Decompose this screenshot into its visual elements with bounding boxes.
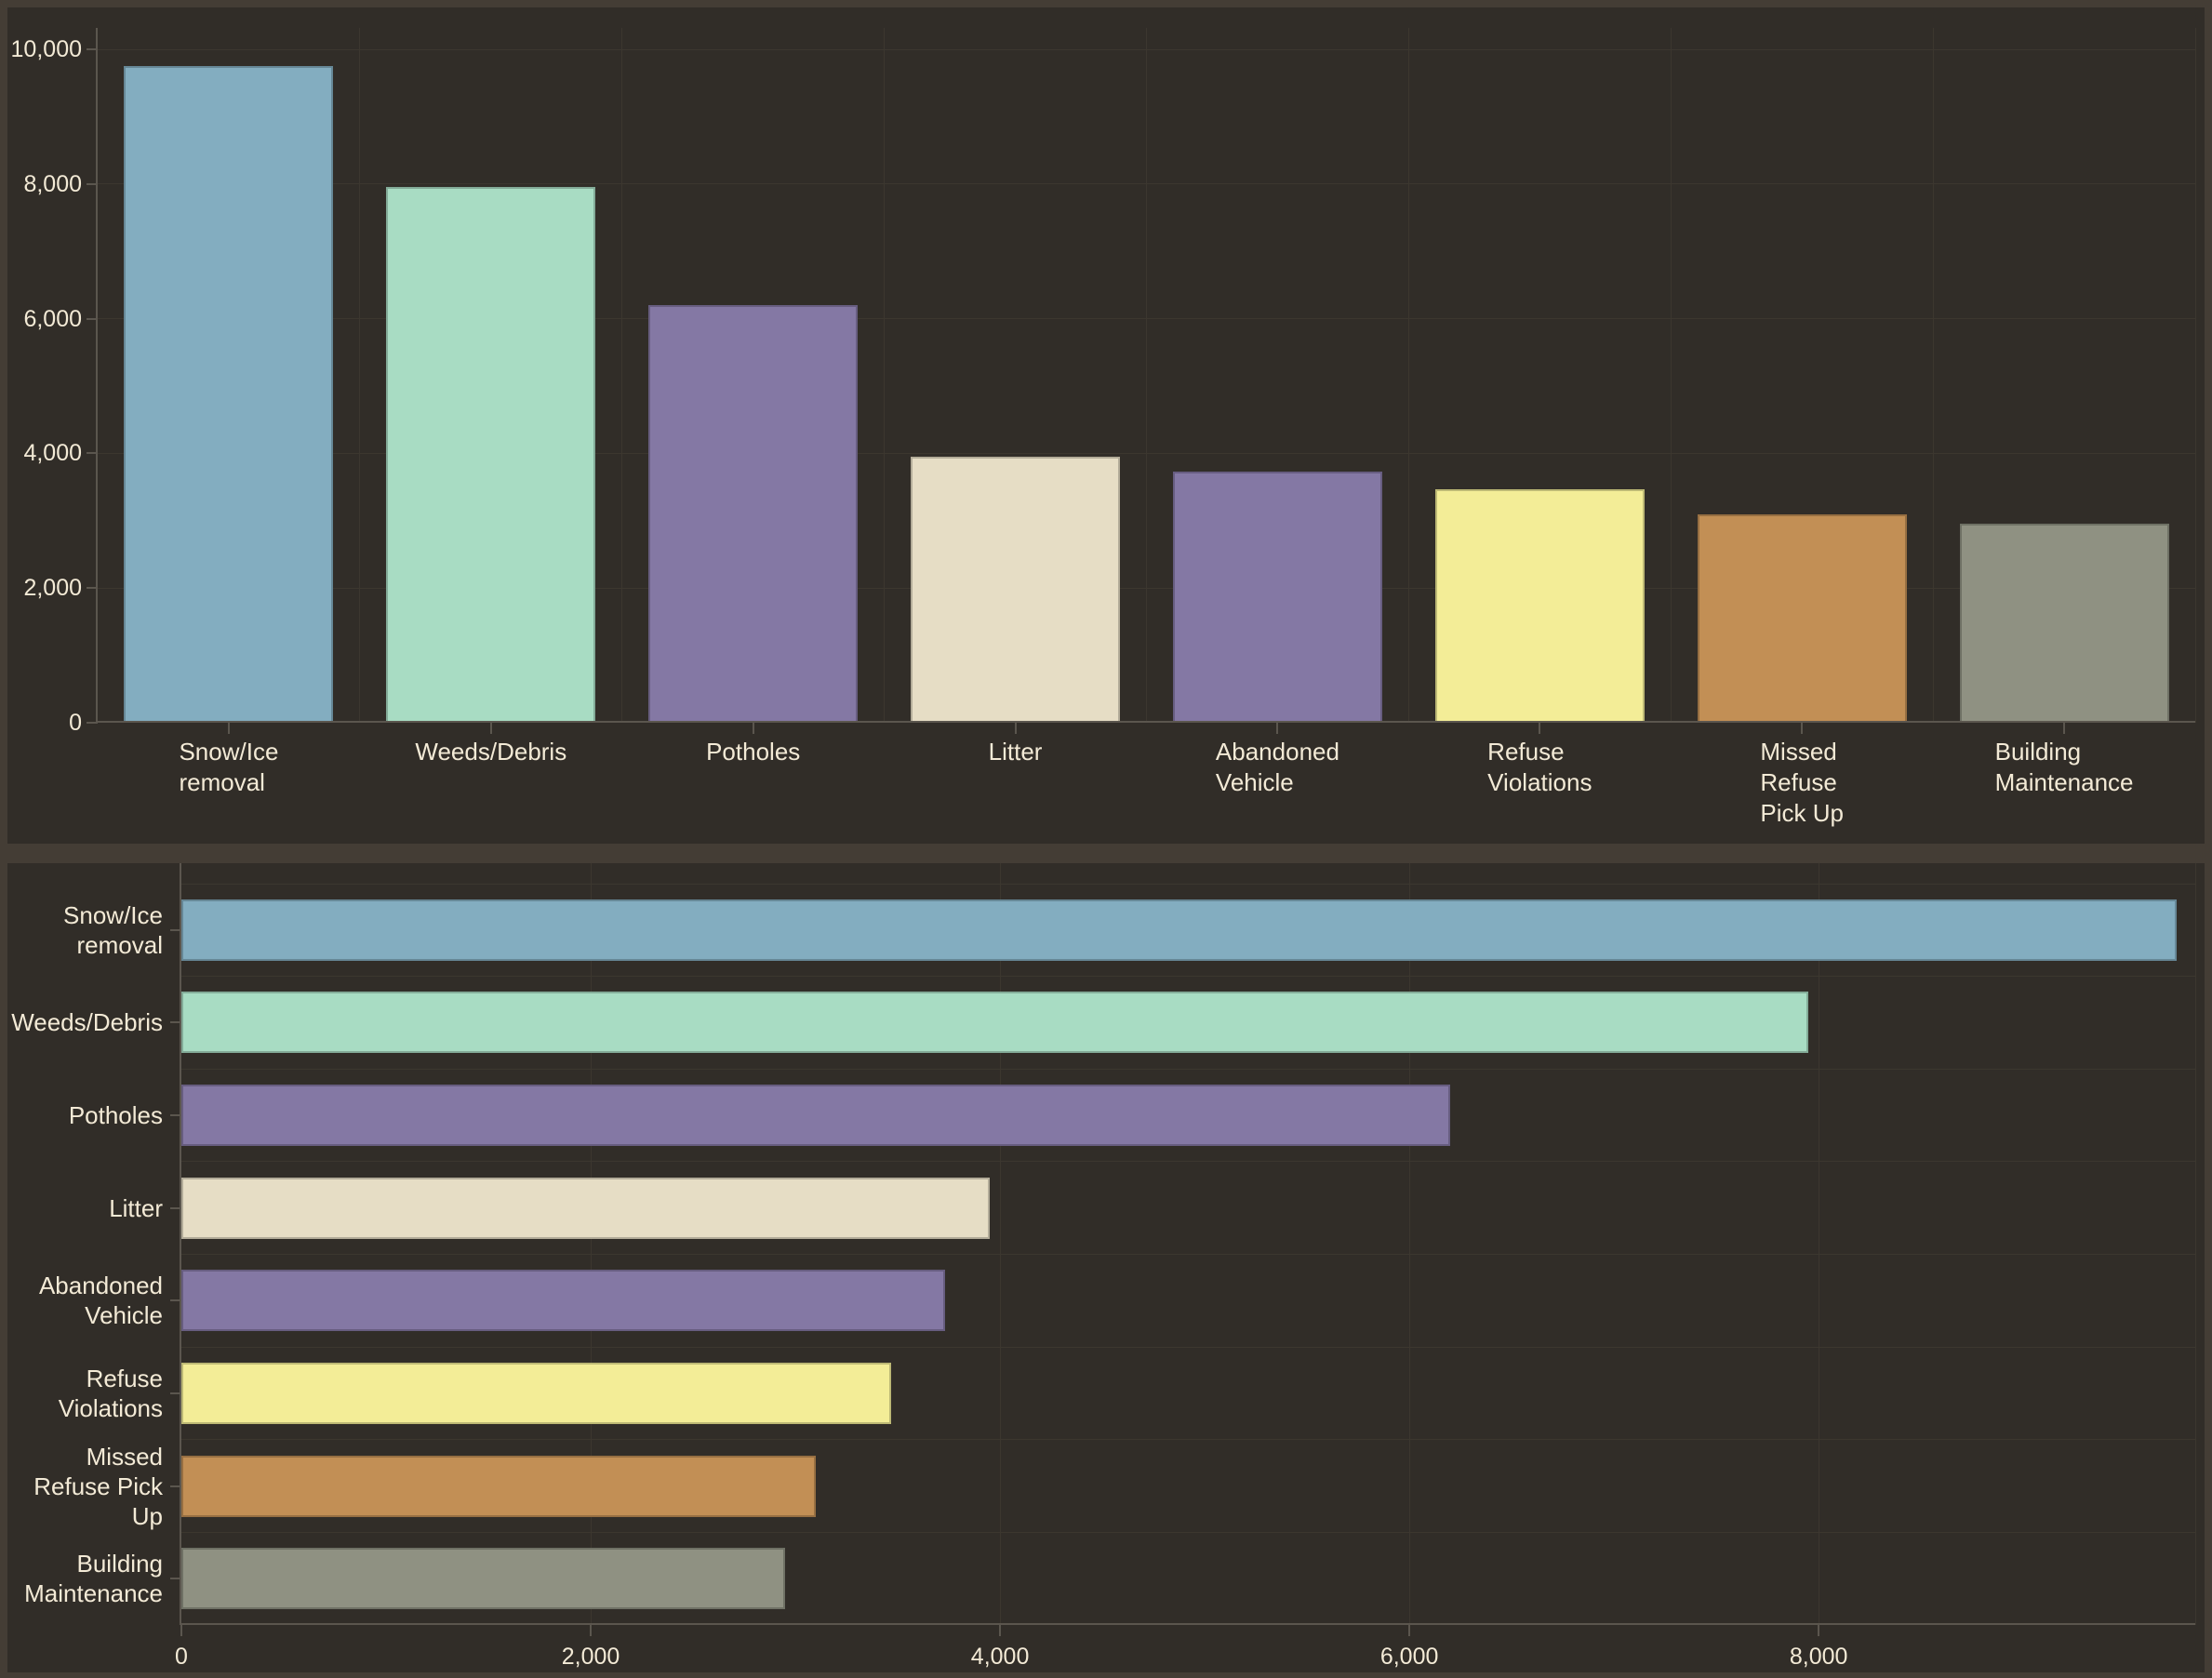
y-axis-line [96, 28, 98, 723]
gridline-vertical [999, 863, 1001, 1625]
bar-chart-plot-area: 0 2,000 4,000 6,000 8,000 [170, 863, 2196, 1670]
x-axis-tick-label: 4,000 [970, 1644, 1030, 1670]
category-label-snow-ice-removal: Snow/Ice removal [179, 738, 279, 796]
category-label-snow-ice-removal: Snow/Ice removal [63, 900, 163, 959]
category-label-litter: Litter [109, 1193, 163, 1222]
category-label-refuse-violations: Refuse Violations [1487, 738, 1592, 796]
category-label-abandoned-vehicle: Abandoned Vehicle [38, 1272, 163, 1330]
bar-snow-ice-removal[interactable] [124, 66, 334, 723]
bar-refuse-violations[interactable] [181, 1362, 892, 1424]
x-axis-tick [1539, 723, 1541, 734]
x-axis-tick [1276, 723, 1279, 734]
bar-weeds-debris[interactable] [386, 187, 596, 723]
x-axis-tick [752, 723, 754, 734]
gridline-vertical [1146, 28, 1147, 723]
y-axis-tick [170, 1485, 181, 1487]
y-axis-line [180, 863, 181, 1625]
category-label-weeds-debris: Weeds/Debris [415, 738, 567, 766]
bar-missed-refuse-pick-up[interactable] [181, 1455, 817, 1517]
category-label-litter: Litter [988, 738, 1043, 766]
bar-building-maintenance[interactable] [1959, 524, 2169, 723]
gridline-horizontal [181, 1439, 2195, 1441]
y-axis-tick [170, 1021, 181, 1024]
gridline-vertical [359, 28, 361, 723]
x-axis-tick-label: 2,000 [561, 1644, 620, 1670]
y-axis-tick [170, 1392, 181, 1394]
category-label-building-maintenance: Building Maintenance [1994, 738, 2134, 796]
bar-litter[interactable] [911, 457, 1121, 723]
bar-litter[interactable] [181, 1177, 991, 1239]
y-axis-tick [87, 48, 98, 50]
gridline-horizontal [181, 1068, 2195, 1070]
x-axis-tick [180, 1625, 182, 1636]
x-axis-tick [1014, 723, 1017, 734]
gridline-vertical [2194, 28, 2196, 723]
gridline-vertical [1932, 28, 1934, 723]
gridline-horizontal [181, 1254, 2195, 1255]
category-label-refuse-violations: Refuse Violations [58, 1364, 163, 1422]
bar-snow-ice-removal[interactable] [181, 899, 2178, 961]
x-axis-tick-label: 0 [175, 1644, 188, 1670]
y-axis-tick [170, 1299, 181, 1302]
y-axis-tick-label: 8,000 [23, 170, 82, 197]
category-label-missed-refuse-pick-up: Missed Refuse Pick Up [33, 1442, 163, 1530]
y-axis-tick-label: 10,000 [10, 36, 82, 62]
bar-abandoned-vehicle[interactable] [181, 1270, 945, 1332]
x-axis-tick [1818, 1625, 1820, 1636]
category-label-potholes: Potholes [68, 1101, 163, 1130]
gridline-horizontal [181, 1346, 2195, 1348]
x-axis-line [180, 1623, 2195, 1625]
gridline-vertical [590, 863, 592, 1625]
column-chart-plot-area: 0 2,000 4,000 6,000 8,000 10,000 Snow/Ice remo… [11, 28, 2196, 827]
x-axis-line [96, 721, 2195, 723]
y-axis-tick [87, 452, 98, 455]
y-axis-tick [87, 587, 98, 590]
x-axis-tick-label: 6,000 [1379, 1644, 1439, 1670]
gridline-horizontal [181, 1161, 2195, 1163]
bar-refuse-violations[interactable] [1434, 488, 1645, 723]
bar-weeds-debris[interactable] [181, 992, 1809, 1054]
y-axis-tick-label: 2,000 [23, 575, 82, 602]
category-label-potholes: Potholes [706, 738, 801, 766]
bar-potholes[interactable] [181, 1085, 1451, 1147]
y-axis-tick [170, 1206, 181, 1209]
y-axis-tick [87, 722, 98, 724]
bar-missed-refuse-pick-up[interactable] [1697, 513, 1907, 723]
y-axis-tick-label: 0 [69, 710, 82, 736]
x-axis-tick [227, 723, 230, 734]
bar-chart-panel: 0 2,000 4,000 6,000 8,000 Snow/Ice removal We… [7, 863, 2205, 1672]
gridline-horizontal [181, 976, 2195, 978]
gridline-vertical [1408, 863, 1410, 1625]
x-axis-tick [1408, 1625, 1411, 1636]
y-axis-tick [170, 928, 181, 931]
gridline-vertical [1407, 28, 1409, 723]
y-axis-tick [87, 317, 98, 320]
x-axis-tick [489, 723, 492, 734]
y-axis-tick-label: 6,000 [23, 305, 82, 332]
bar-potholes[interactable] [648, 305, 859, 723]
x-axis-tick-label: 8,000 [1789, 1644, 1848, 1670]
bar-building-maintenance[interactable] [181, 1548, 786, 1610]
gridline-horizontal [181, 1531, 2195, 1533]
category-label-building-maintenance: Building Maintenance [24, 1550, 163, 1608]
x-axis-tick [999, 1625, 1002, 1636]
gridline-vertical [2194, 863, 2196, 1625]
gridline-vertical [1670, 28, 1672, 723]
x-axis-tick [2063, 723, 2066, 734]
gridline-vertical [884, 28, 886, 723]
gridline-vertical [621, 28, 623, 723]
bar-abandoned-vehicle[interactable] [1172, 471, 1382, 723]
column-chart-panel: 0 2,000 4,000 6,000 8,000 10,000 Snow/Ice remo… [7, 7, 2205, 844]
gridline-horizontal [181, 883, 2195, 885]
y-axis-tick [87, 182, 98, 185]
x-axis-tick [1801, 723, 1804, 734]
y-axis-tick [170, 1114, 181, 1117]
category-label-missed-refuse-pick-up: Missed Refuse Pick Up [1760, 738, 1844, 827]
category-label-weeds-debris: Weeds/Debris [11, 1008, 163, 1037]
x-axis-tick [590, 1625, 593, 1636]
y-axis-tick [170, 1578, 181, 1580]
category-label-abandoned-vehicle: Abandoned Vehicle [1215, 738, 1339, 796]
y-axis-tick-label: 4,000 [23, 440, 82, 467]
